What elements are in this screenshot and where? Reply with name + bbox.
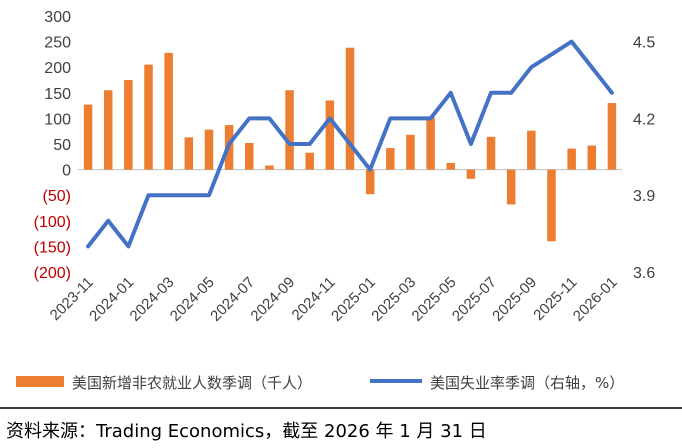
bar xyxy=(506,169,516,205)
bar xyxy=(305,152,314,170)
bar xyxy=(547,169,556,242)
y-left-tick: 200 xyxy=(44,60,71,77)
bar xyxy=(587,145,597,170)
bar-series xyxy=(83,47,617,242)
bar xyxy=(144,64,153,170)
source-note: 资料来源：Trading Economics，截至 2026 年 1 月 31 … xyxy=(6,421,487,442)
legend-bar-label: 美国新增非农就业人数季调（千人） xyxy=(72,374,312,392)
y-left-axis: 300 250 200 150 100 50 0 (50) (100) (150) (200) xyxy=(34,9,71,282)
x-tick: 2024-09 xyxy=(247,274,298,325)
unemployment-line xyxy=(86,39,614,249)
bar xyxy=(386,148,395,170)
bar xyxy=(265,165,274,170)
legend-line-label: 美国失业率季调（右轴，%） xyxy=(430,374,624,392)
y-right-tick: 4.5 xyxy=(633,35,655,52)
bar xyxy=(204,129,214,170)
y-right-tick: 3.9 xyxy=(633,188,655,205)
y-left-tick: 150 xyxy=(44,86,71,103)
bar xyxy=(446,162,455,170)
bar xyxy=(365,169,375,195)
x-tick: 2026-01 xyxy=(570,274,621,325)
bar xyxy=(607,103,617,170)
x-axis: 2023-112024-012024-032024-052024-072024-… xyxy=(47,274,621,325)
bar xyxy=(527,130,536,170)
bar xyxy=(406,134,415,170)
bar xyxy=(325,100,335,170)
y-left-tick: 250 xyxy=(44,35,71,52)
bar xyxy=(245,142,254,170)
bar xyxy=(567,148,576,170)
bar xyxy=(164,52,173,170)
y-left-tick: (200) xyxy=(34,265,71,282)
y-left-tick: (100) xyxy=(34,214,71,231)
bar xyxy=(466,169,476,179)
x-tick: 2025-09 xyxy=(489,274,540,325)
bar xyxy=(345,47,355,170)
bar xyxy=(426,117,435,170)
y-left-tick: 0 xyxy=(62,163,71,180)
y-right-tick: 3.6 xyxy=(633,265,655,282)
bar xyxy=(103,90,113,170)
bar xyxy=(285,90,294,170)
bar xyxy=(124,80,133,170)
bar xyxy=(83,104,93,170)
y-left-tick: 100 xyxy=(44,111,71,128)
y-right-axis: 4.5 4.2 3.9 3.6 xyxy=(633,35,655,282)
bar xyxy=(486,136,496,170)
legend-bar-swatch xyxy=(16,376,64,387)
legend: 美国新增非农就业人数季调（千人） 美国失业率季调（右轴，%） xyxy=(16,374,624,392)
y-right-tick: 4.2 xyxy=(633,111,655,128)
y-left-tick: (150) xyxy=(34,239,71,256)
y-left-tick: (50) xyxy=(43,188,71,205)
y-left-tick: 300 xyxy=(44,9,71,26)
y-left-tick: 50 xyxy=(53,137,71,154)
bar xyxy=(184,137,194,170)
